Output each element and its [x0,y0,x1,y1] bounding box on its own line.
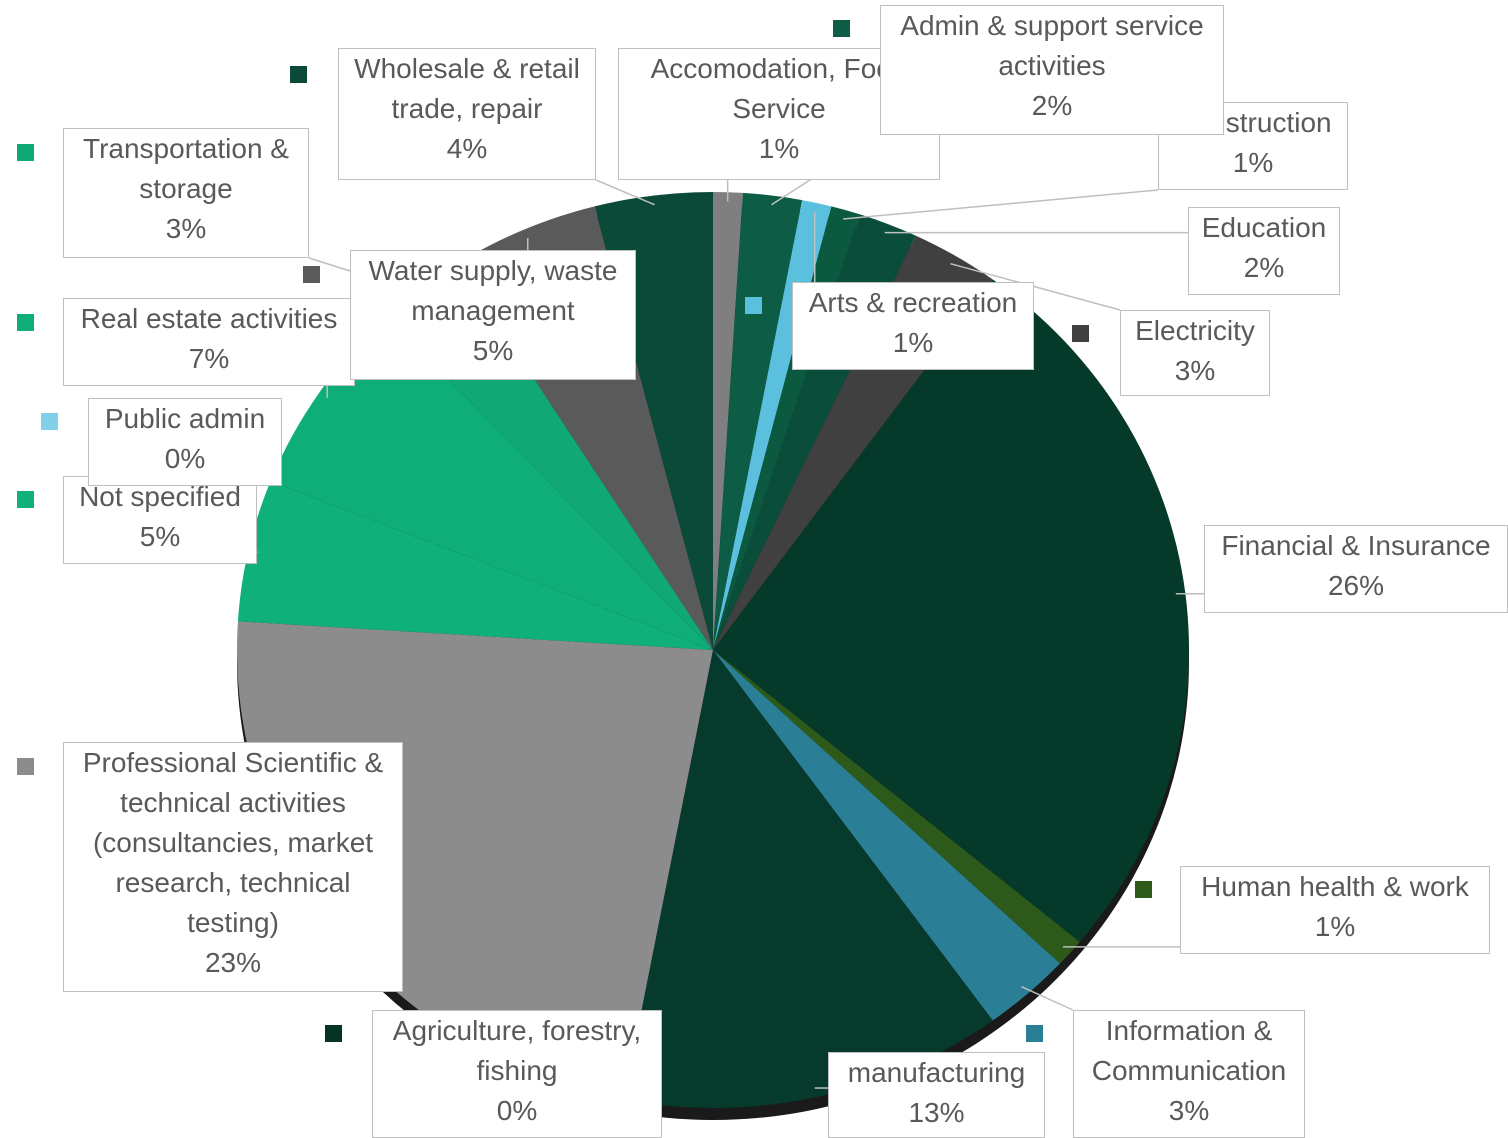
leader-line [843,189,1159,220]
data-label: Arts & recreation 1% [792,282,1034,370]
category-name: Human health & work [1201,871,1469,902]
legend-key [1026,1025,1043,1042]
data-label: Human health & work 1% [1180,866,1490,954]
category-name: Agriculture, forestry, fishing [392,1015,642,1086]
legend-key [17,144,34,161]
percent: 2% [1031,90,1073,121]
category-name: Transportation & storage [83,133,289,204]
data-label: Not specified 5% [63,476,257,564]
category-name: Admin & support service activities [900,10,1204,81]
legend-key [17,491,34,508]
pie-slice [270,481,713,650]
data-label: Transportation & storage 3% [63,128,309,258]
legend-key [290,66,307,83]
pie-slice [713,192,803,651]
category-name: Information & Communication [1091,1015,1287,1086]
data-label: manufacturing 13% [828,1052,1045,1138]
category-name: Professional Scientific & technical acti… [82,747,384,938]
category-name: Wholesale & retail trade, repair [354,53,580,124]
data-label: Water supply, waste management 5% [350,250,636,380]
leader-line [1021,985,1074,1011]
percent: 4% [446,133,488,164]
pie-slice [237,481,713,650]
percent: 26% [1327,570,1385,601]
data-label: Wholesale & retail trade, repair 4% [338,48,596,180]
percent: 0% [496,1095,538,1126]
percent: 5% [472,335,514,366]
percent: 7% [188,343,230,374]
category-name: Financial & Insurance [1221,530,1491,561]
category-name: Water supply, waste management [368,255,618,326]
data-label: Agriculture, forestry, fishing 0% [372,1010,662,1138]
percent: 2% [1243,252,1285,283]
legend-key [1135,881,1152,898]
percent: 1% [892,327,934,358]
percent: 5% [139,521,181,552]
percent: 0% [164,443,206,474]
category-name: Real estate activities [80,303,338,334]
legend-key [1072,325,1089,342]
percent: 13% [908,1097,965,1128]
legend-key [745,297,762,314]
pie-slice [713,279,1189,942]
percent: 1% [1232,147,1274,178]
data-label: Financial & Insurance 26% [1204,525,1508,613]
legend-key [17,758,34,775]
data-label: Electricity 3% [1120,310,1270,396]
legend-key [833,20,850,37]
data-label: Public admin 0% [88,398,282,486]
pie-slice [623,650,993,1108]
percent: 1% [758,133,800,164]
percent: 23% [204,947,262,978]
data-label: Professional Scientific & technical acti… [63,742,403,992]
pie-slice [713,650,1080,964]
pie-slice [713,650,1060,1021]
leader-line [595,179,655,206]
legend-key [17,314,34,331]
data-label: Education 2% [1188,207,1340,295]
category-name: Not specified [79,481,241,512]
pie-slice [236,621,713,1100]
legend-key [41,413,58,430]
legend-key [303,266,320,283]
data-label: Information & Communication 3% [1073,1010,1305,1138]
category-name: manufacturing [847,1057,1026,1088]
leader-line [950,262,1121,311]
pie-slice [270,316,713,650]
category-name: Public admin [104,403,266,434]
data-label: Construction 1% [1158,102,1348,190]
percent: 3% [165,213,207,244]
percent: 1% [1314,911,1356,942]
data-label: Real estate activities 7% [63,298,355,386]
legend-key [325,1025,342,1042]
category-name: Arts & recreation [808,287,1018,318]
category-name: Education [1201,212,1327,243]
category-name: Electricity [1135,315,1255,346]
pie-slice [713,192,743,650]
category-name: Accomodation, Food Service [650,53,908,124]
data-label: Admin & support service activities 2% [880,5,1224,135]
percent: 3% [1174,355,1216,386]
percent: 3% [1168,1095,1210,1126]
